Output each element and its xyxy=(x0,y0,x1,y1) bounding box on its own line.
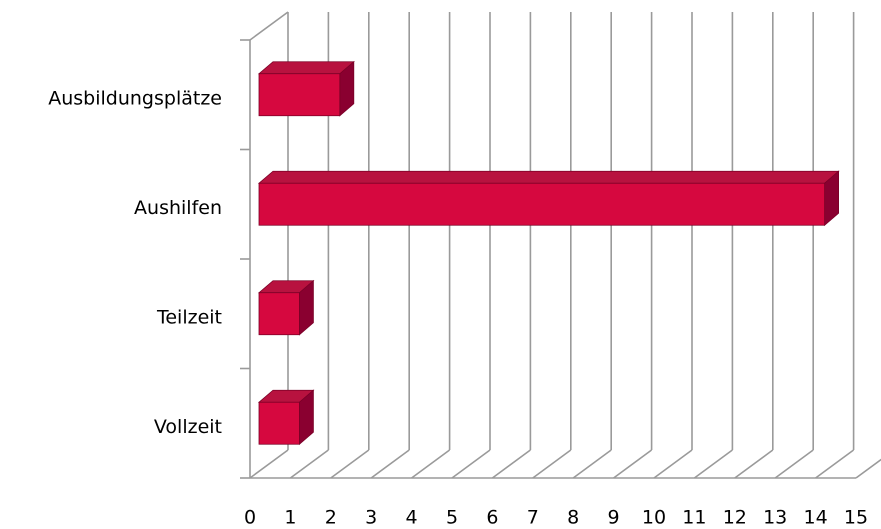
x-tick-label: 2 xyxy=(325,507,337,529)
grid-line xyxy=(734,449,774,479)
bar xyxy=(257,279,315,336)
bar-front xyxy=(258,73,341,117)
grid-line xyxy=(693,449,733,479)
y-tick-label: Vollzeit xyxy=(154,416,222,438)
grid-line xyxy=(774,449,814,479)
x-tick-label: 15 xyxy=(844,507,868,529)
y-tick-label: Ausbildungsplätze xyxy=(48,87,222,109)
grid-line xyxy=(613,449,653,479)
x-tick-label: 9 xyxy=(608,507,620,529)
y-tick-label: Aushilfen xyxy=(134,197,222,219)
grid-line xyxy=(653,449,693,479)
x-tick-label: 5 xyxy=(446,507,458,529)
y-tick-label: Teilzeit xyxy=(156,306,222,328)
bar-front xyxy=(258,401,300,445)
grid-line xyxy=(370,449,410,479)
bar-top xyxy=(257,170,840,184)
grid-line xyxy=(249,449,289,479)
bar xyxy=(257,60,355,117)
x-tick-label: 13 xyxy=(763,507,787,529)
bar-front xyxy=(258,182,825,226)
grid-line xyxy=(451,449,491,479)
grid-line xyxy=(815,449,855,479)
axis-line xyxy=(249,11,289,41)
grid-line xyxy=(330,449,370,479)
grid-line xyxy=(491,449,531,479)
x-tick-label: 1 xyxy=(284,507,296,529)
x-tick-label: 0 xyxy=(244,507,256,529)
x-tick-label: 8 xyxy=(567,507,579,529)
x-tick-label: 6 xyxy=(486,507,498,529)
bar xyxy=(257,170,840,227)
grid-line xyxy=(289,449,329,479)
grid-line xyxy=(855,458,881,479)
x-tick-label: 11 xyxy=(682,507,706,529)
x-tick-label: 10 xyxy=(642,507,666,529)
bar-front xyxy=(258,292,300,336)
grid-line xyxy=(572,449,612,479)
x-tick-label: 14 xyxy=(804,507,828,529)
x-tick-label: 3 xyxy=(365,507,377,529)
x-tick-label: 7 xyxy=(527,507,539,529)
grid-line xyxy=(411,449,451,479)
bar-top xyxy=(257,61,355,75)
bar xyxy=(257,389,315,446)
grid-line xyxy=(532,449,572,479)
x-tick-label: 4 xyxy=(406,507,418,529)
x-tick-label: 12 xyxy=(723,507,747,529)
